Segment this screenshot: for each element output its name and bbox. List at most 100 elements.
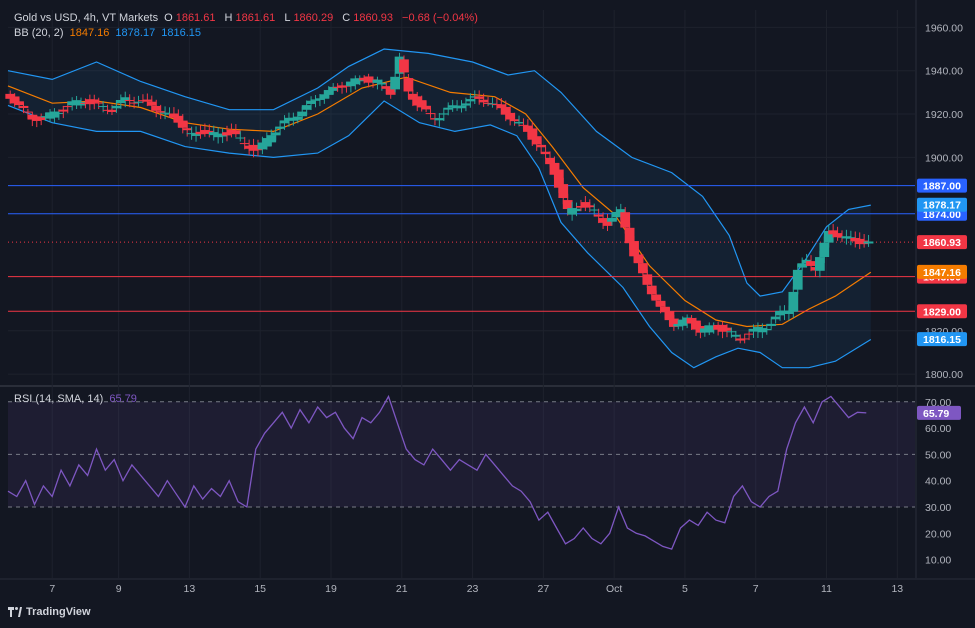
candle-body	[651, 294, 662, 301]
bb-lower-value: 1816.15	[161, 27, 202, 39]
candle-body	[461, 103, 471, 106]
candle-body	[169, 113, 179, 118]
time-tick-label: Oct	[606, 583, 622, 595]
candle-body	[478, 99, 489, 103]
candle-body	[372, 79, 383, 83]
rsi-value-tag-bg	[917, 405, 961, 420]
candle-body	[328, 86, 339, 91]
candle-body	[399, 59, 409, 73]
candle-body	[279, 120, 290, 124]
candle-body	[863, 241, 874, 244]
candle-body	[620, 212, 631, 228]
candle-body	[36, 116, 47, 121]
price-axis[interactable]: 1960.001940.001920.001900.001820.001800.…	[917, 22, 967, 381]
candle-body	[788, 291, 799, 312]
candle-body	[191, 132, 201, 136]
time-tick-label: 13	[891, 583, 903, 595]
candle-body	[571, 208, 582, 212]
candle-body	[301, 105, 312, 110]
candle-body	[562, 200, 573, 210]
candle-body	[403, 78, 414, 92]
candle-body	[815, 257, 825, 271]
candle-body	[120, 97, 131, 101]
candle-body	[115, 99, 126, 104]
candle-body	[54, 112, 64, 114]
rsi-pane[interactable]: 70.00 60.00 50.00 40.00 30.00 20.00 10.00 65.79	[7, 394, 961, 567]
candle-body	[629, 241, 639, 257]
candle-body	[770, 316, 781, 320]
candle-body	[310, 99, 321, 101]
price-pane[interactable]	[5, 48, 915, 369]
candle-body	[761, 328, 772, 331]
rsi-tick-label: 20.00	[925, 528, 951, 540]
rsi-legend[interactable]: RSI (14, SMA, 14) 65.79	[14, 393, 140, 405]
bb-legend[interactable]: BB (20, 2) 1847.16 1878.17 1816.15	[14, 27, 204, 39]
rsi-tick-label: 60.00	[925, 423, 951, 435]
candle-body	[536, 144, 547, 148]
candle-body	[677, 319, 688, 326]
candle-body	[527, 128, 538, 140]
time-axis[interactable]: 7 9 13 15 19 21 23 27 Oct 5 7 11 13	[49, 583, 903, 595]
candle-body	[129, 102, 139, 104]
candle-body	[376, 82, 387, 85]
time-tick-label: 7	[49, 583, 55, 595]
high-value: 1861.61	[235, 12, 276, 24]
candle-body	[133, 101, 144, 103]
candle-body	[23, 111, 33, 113]
candle-body	[111, 105, 122, 109]
candle-body	[664, 311, 675, 321]
candle-body	[518, 124, 529, 126]
symbol-title[interactable]: Gold vs USD, 4h, VT Markets	[14, 12, 159, 24]
candle-body	[27, 114, 38, 120]
rsi-legend-value: 65.79	[109, 393, 137, 405]
candle-body	[177, 120, 188, 128]
candle-body	[421, 105, 431, 110]
candle-body	[124, 99, 135, 101]
time-tick-label: 9	[116, 583, 122, 595]
bb-lower-line	[7, 100, 872, 369]
candle-body	[735, 338, 746, 341]
candle-body	[558, 184, 569, 199]
candle-body	[500, 106, 511, 115]
tradingview-branding[interactable]: TradingView	[8, 606, 91, 618]
candle-body	[624, 227, 635, 244]
candle-body	[633, 254, 644, 264]
candle-body	[93, 102, 104, 104]
symbol-header: Gold vs USD, 4h, VT Markets O 1861.61 H 18…	[14, 12, 478, 24]
candle-body	[146, 101, 157, 106]
candle-body	[275, 126, 285, 129]
price-tick-label: 1960.00	[925, 22, 963, 34]
change-value: −0.68 (−0.04%)	[402, 12, 478, 24]
time-tick-label: 27	[538, 583, 550, 595]
indicator-price-tag-bg	[917, 332, 967, 347]
candle-body	[9, 96, 20, 104]
candle-body	[580, 202, 591, 208]
candle-body	[315, 98, 325, 100]
time-tick-label: 5	[682, 583, 688, 595]
rsi-tick-label: 40.00	[925, 476, 951, 488]
time-tick-label: 11	[821, 583, 832, 595]
price-tick-label: 1800.00	[925, 369, 963, 381]
price-tick-label: 1940.00	[925, 66, 963, 78]
candle-body	[292, 116, 303, 120]
low-value: 1860.29	[293, 12, 334, 24]
candle-body	[726, 331, 737, 333]
candle-body	[416, 100, 427, 108]
candle-body	[323, 90, 334, 95]
candle-body	[297, 111, 308, 117]
indicator-price-tag: 1860.93	[923, 237, 961, 249]
time-tick-label: 15	[254, 583, 266, 595]
candle-body	[319, 94, 330, 99]
grid	[0, 0, 975, 580]
candle-body	[589, 209, 600, 211]
rsi-legend-label: RSI (14, SMA, 14)	[14, 393, 104, 405]
candle-body	[660, 306, 670, 313]
candle-body	[584, 205, 595, 208]
candle-body	[89, 99, 100, 103]
bb-upper-value: 1878.17	[115, 27, 156, 39]
rsi-value-tag: 65.79	[923, 408, 949, 420]
time-tick-label: 7	[753, 583, 759, 595]
candle-body	[160, 112, 170, 114]
close-value: 1860.93	[353, 12, 393, 24]
